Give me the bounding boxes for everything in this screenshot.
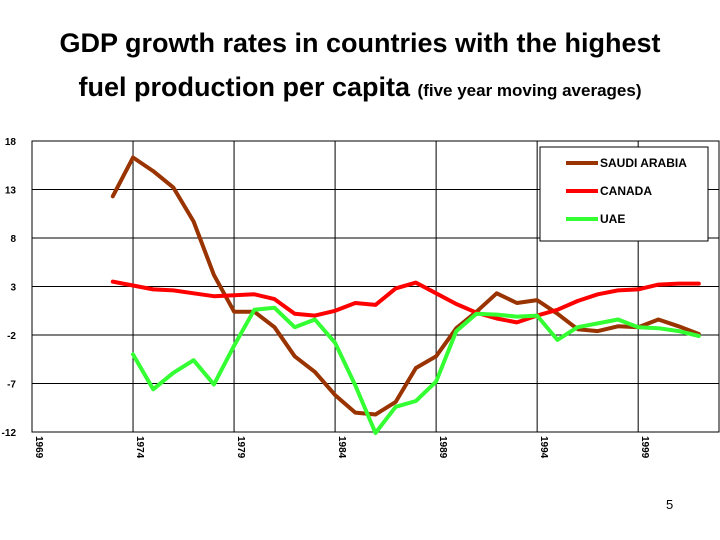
page-number: 5 (666, 497, 674, 512)
chart-legend: SAUDI ARABIA CANADA UAE (539, 146, 709, 242)
legend-label: UAE (600, 212, 625, 226)
series-line (110, 279, 701, 325)
y-tick-label: 18 (5, 137, 17, 148)
chart-title-line-2: fuel production per capita (five year mo… (0, 72, 720, 103)
line-chart: 18 13 8 3 -2 -7 -12 1969 1974 1979 1984 1989 1994 199… (2, 137, 720, 459)
y-tick-label: 3 (10, 283, 16, 294)
x-tick-label: 1989 (437, 436, 448, 459)
legend-label: SAUDI ARABIA (600, 156, 687, 170)
x-tick-label: 1969 (33, 436, 44, 459)
x-tick-label: 1999 (639, 436, 650, 459)
series-line (110, 155, 701, 417)
y-tick-label: 8 (10, 234, 16, 245)
y-tick-label: -7 (7, 380, 16, 391)
x-tick-label: 1984 (336, 436, 347, 459)
chart-title-main: fuel production per capita (78, 72, 411, 102)
y-tick-label: 13 (5, 186, 17, 197)
chart-axes: 18 13 8 3 -2 -7 -12 1969 1974 1979 1984 1989 1994 199… (2, 137, 720, 459)
series-line (131, 305, 701, 435)
x-tick-label: 1979 (235, 436, 246, 459)
chart-title-line-1: GDP growth rates in countries with the h… (59, 28, 661, 58)
y-tick-label: -12 (2, 428, 17, 439)
chart-subtitle: (five year moving averages) (417, 81, 642, 100)
y-tick-label: -2 (7, 331, 16, 342)
chart-series (110, 155, 701, 435)
legend-label: CANADA (600, 184, 652, 198)
x-tick-label: 1994 (538, 436, 549, 459)
x-tick-label: 1974 (134, 436, 145, 459)
